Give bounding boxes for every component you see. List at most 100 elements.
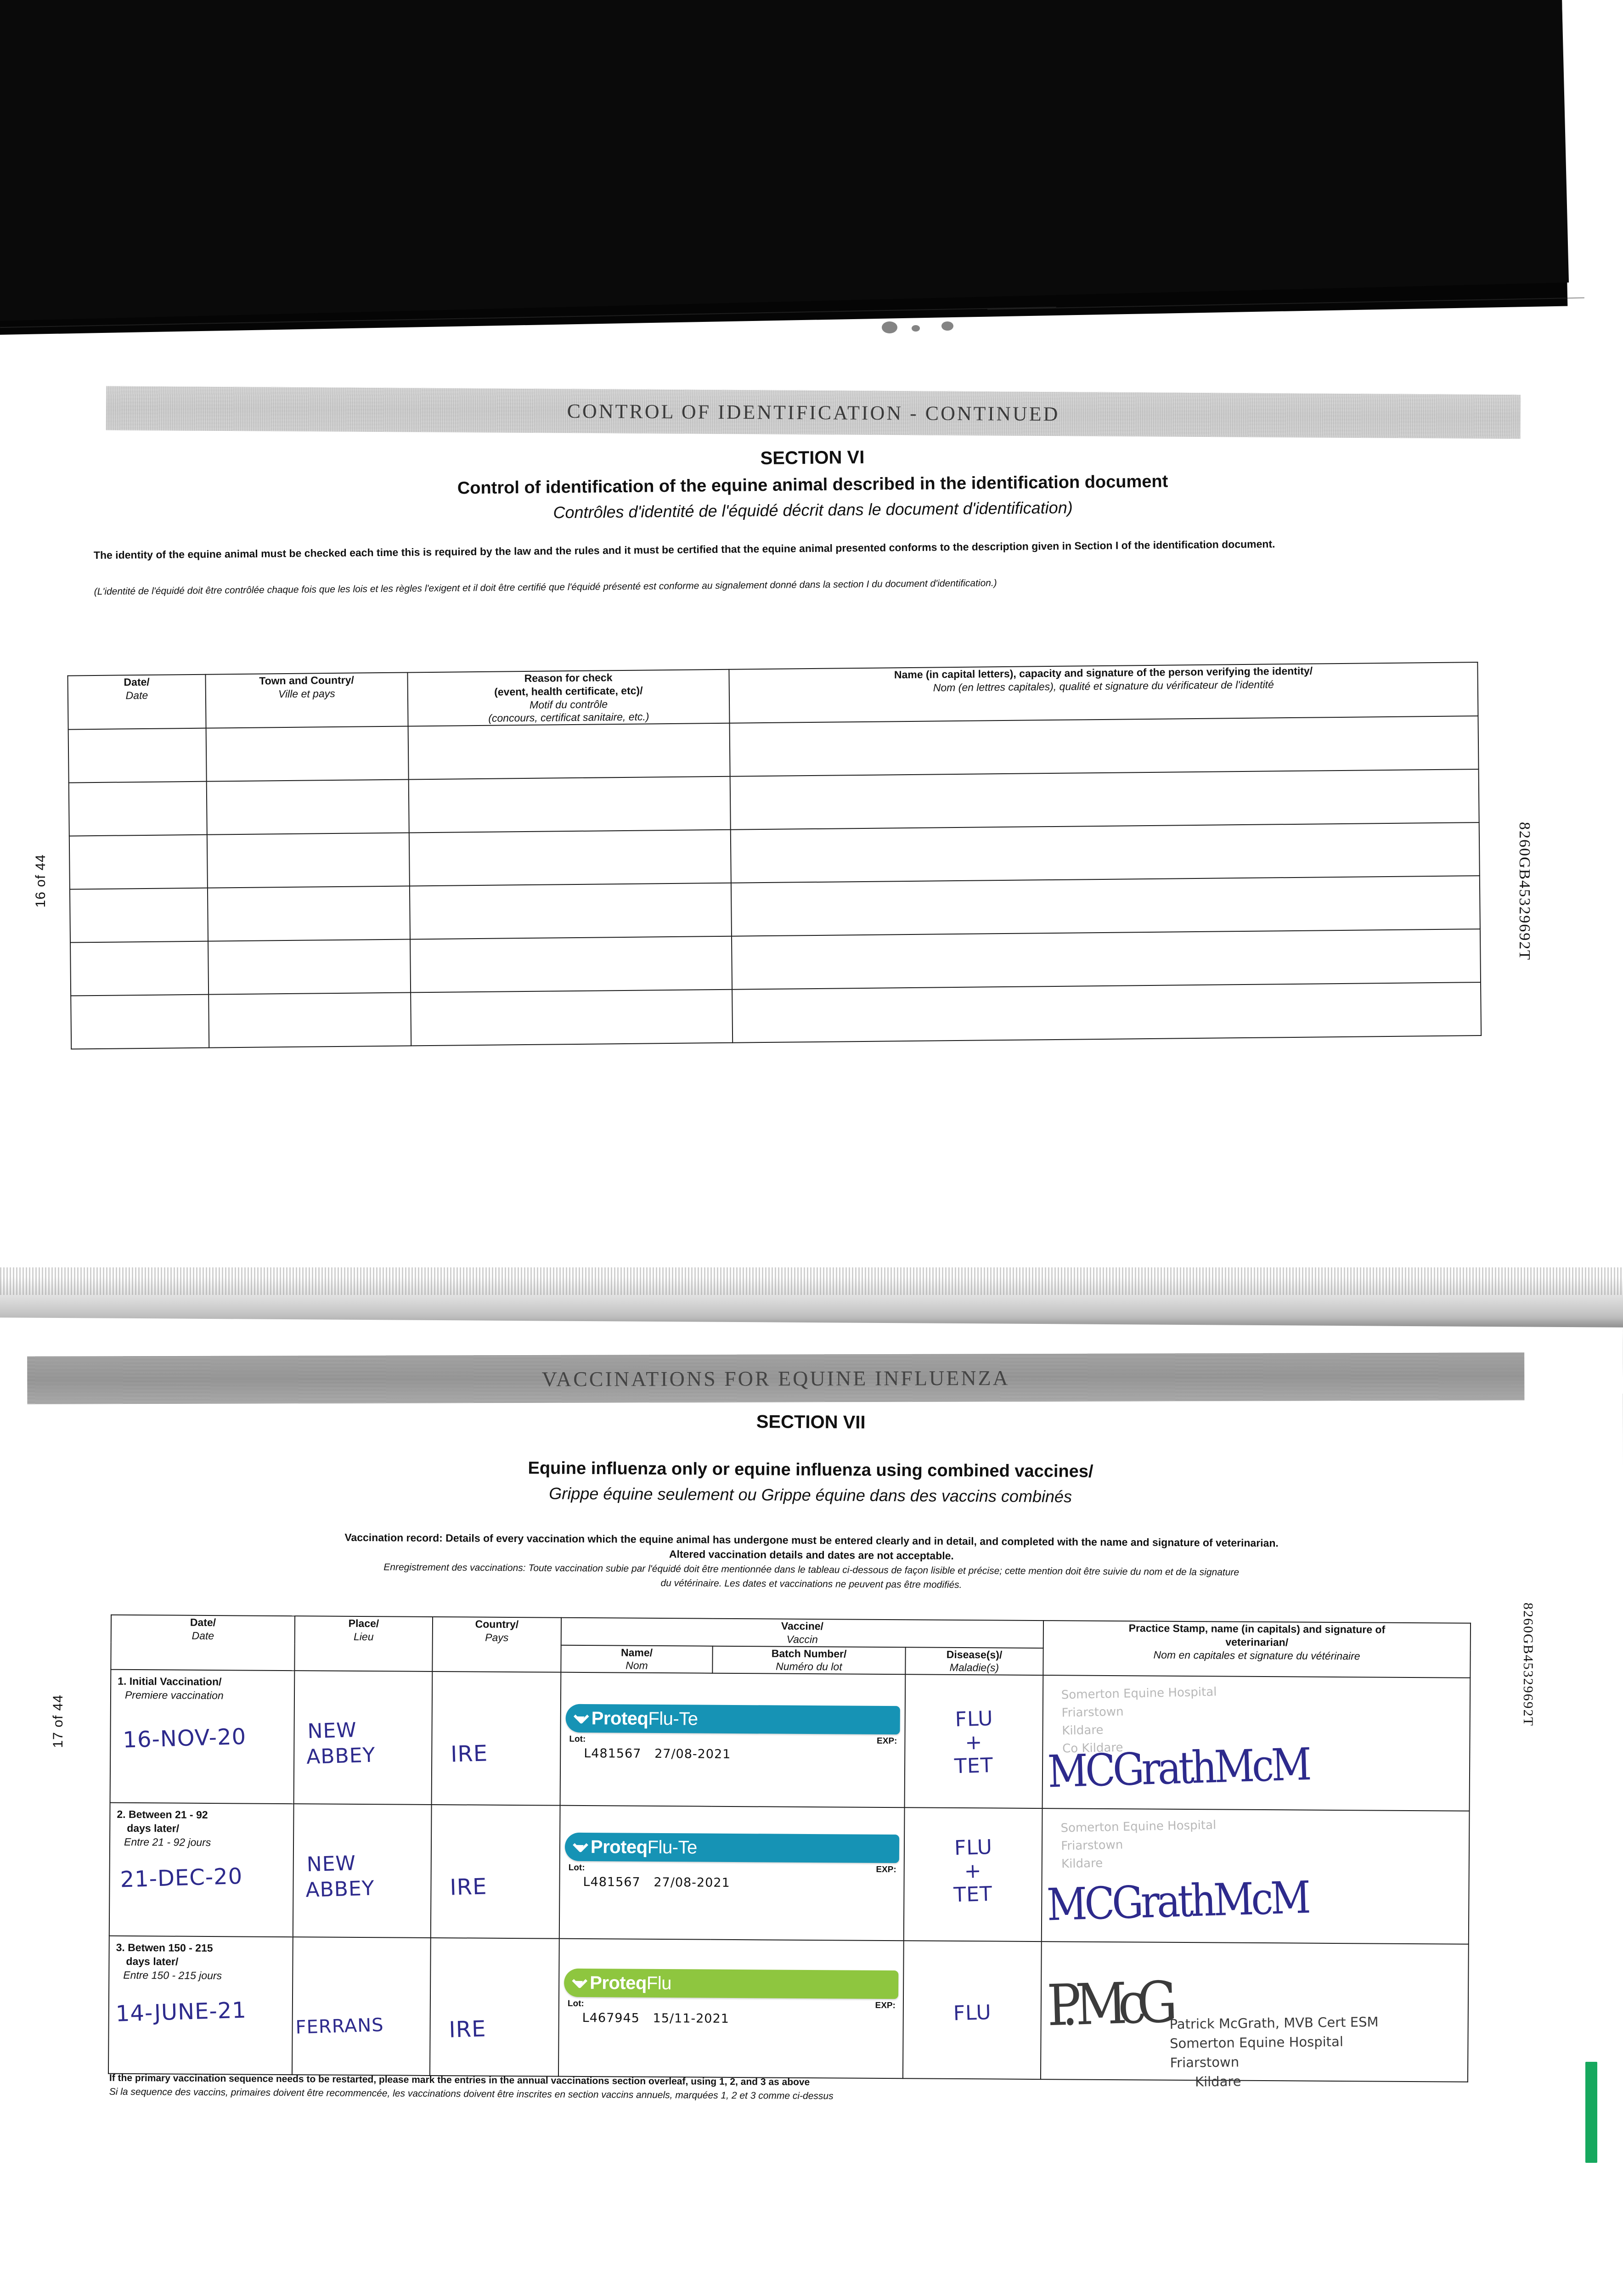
- cell-date[interactable]: 2. Between 21 - 92 days later/ Entre 21 …: [109, 1802, 294, 1937]
- cell-place[interactable]: NEW ABBEY: [293, 1671, 433, 1805]
- banner-label: VACCINATIONS FOR EQUINE INFLUENZA: [541, 1366, 1010, 1391]
- col-header-town-country: Town and Country/ Ville et pays: [205, 672, 408, 728]
- cell-town[interactable]: [207, 886, 411, 941]
- cell-vaccine-sticker[interactable]: ProteqFlu-Te Lot: EXP: L481567 27/08-202…: [559, 1805, 905, 1941]
- dust-speck: [882, 321, 897, 333]
- section-vi-page: CONTROL OF IDENTIFICATION - CONTINUED SE…: [0, 355, 1623, 1367]
- page-marker-17-of-44: 17 of 44: [51, 1694, 66, 1748]
- handwritten-date: 16-NOV-20: [122, 1723, 247, 1753]
- cell-verifier[interactable]: [731, 929, 1481, 990]
- cell-vet-stamp[interactable]: P. McG Patrick McGrath, MVB Cert ESM Som…: [1040, 1941, 1469, 2090]
- col-header-date-en: Date/: [190, 1616, 216, 1629]
- vaccine-brand-light: Flu-Te: [647, 1837, 697, 1857]
- cell-vaccine-sticker[interactable]: ProteqFlu-Te Lot: EXP: L481567 27/08-202…: [560, 1672, 906, 1808]
- cell-verifier[interactable]: [730, 822, 1480, 883]
- cell-date[interactable]: [69, 888, 209, 943]
- col-header-town-en: Town and Country/: [259, 674, 354, 687]
- cell-reason[interactable]: [409, 883, 732, 940]
- lot-number: L481567: [584, 1746, 642, 1761]
- row-label-fr: Premiere vaccination: [124, 1688, 224, 1702]
- cell-vaccine-sticker[interactable]: ProteqFlu Lot: EXP: L467945 15/11-2021: [558, 1938, 904, 2079]
- col-header-batch-fr: Numéro du lot: [776, 1660, 842, 1673]
- cell-town[interactable]: [208, 939, 411, 995]
- cell-verifier[interactable]: [731, 876, 1480, 936]
- scanner-dark-band: [0, 0, 1623, 363]
- cell-date[interactable]: [70, 941, 209, 996]
- vaccine-brand: ProteqFlu: [590, 1973, 671, 1994]
- col-header-place: Place/ Lieu: [294, 1616, 433, 1671]
- cell-reason[interactable]: [408, 723, 730, 780]
- handwritten-disease-1: FLU: [952, 2000, 992, 2026]
- droplet-icon: [573, 1710, 587, 1727]
- handwritten-disease-2: TET: [954, 1753, 994, 1778]
- cell-date[interactable]: [68, 728, 207, 783]
- col-header-reason: Reason for check (event, health certific…: [407, 669, 730, 726]
- cell-town[interactable]: [206, 726, 409, 782]
- exp-label: EXP:: [875, 2000, 896, 2011]
- vaccine-brand-bold: Proteq: [590, 1836, 648, 1857]
- cell-place[interactable]: NEW ABBEY: [293, 1804, 432, 1938]
- cell-date[interactable]: [68, 781, 207, 836]
- proteq-flu-label: ProteqFlu: [564, 1968, 899, 1999]
- cell-disease[interactable]: FLU + TET: [903, 1807, 1043, 1942]
- row-label-en: 3. Betwen 150 - 215: [116, 1941, 213, 1954]
- cell-verifier[interactable]: [732, 982, 1482, 1043]
- col-header-reason-en2: (event, health certificate, etc)/: [494, 684, 643, 698]
- cell-date[interactable]: 1. Initial Vaccination/ Premiere vaccina…: [110, 1669, 295, 1804]
- cell-country[interactable]: IRE: [429, 1937, 559, 2077]
- cell-disease[interactable]: FLU: [902, 1941, 1042, 2080]
- cell-reason[interactable]: [411, 989, 733, 1046]
- row-label-en: 1. Initial Vaccination/: [118, 1675, 222, 1688]
- cell-date[interactable]: [71, 994, 209, 1049]
- cell-reason[interactable]: [409, 829, 731, 886]
- vaccine-sticker: ProteqFlu-Te Lot: EXP: L481567 27/08-202…: [561, 1673, 905, 1766]
- cell-vet-stamp[interactable]: Somerton Equine Hospital Friarstown Kild…: [1041, 1808, 1470, 1944]
- col-header-town-fr: Ville et pays: [278, 687, 335, 700]
- col-header-verifier: Name (in capital letters), capacity and …: [729, 662, 1478, 723]
- row-label-en2: days later/: [127, 1822, 180, 1835]
- cell-reason[interactable]: [408, 776, 731, 833]
- cell-verifier[interactable]: [730, 769, 1479, 830]
- page-marker-16-of-44: 16 of 44: [33, 854, 48, 908]
- lot-values: L467945 15/11-2021: [564, 2009, 898, 2027]
- section-vi-intro-fr: (L'identité de l'équidé doit être contrô…: [94, 578, 997, 597]
- cell-reason[interactable]: [410, 936, 733, 993]
- col-header-vaccine-en: Vaccine/: [781, 1620, 824, 1632]
- document-id-code-bottom: 8260GB45329692T: [1521, 1603, 1536, 1727]
- lot-label: Lot:: [569, 1734, 586, 1745]
- dust-speck: [941, 321, 953, 331]
- cell-disease[interactable]: FLU + TET: [904, 1674, 1043, 1809]
- vaccine-brand-light: Flu-Te: [648, 1708, 698, 1729]
- lot-values: L481567 27/08-2021: [564, 1873, 899, 1891]
- cell-town[interactable]: [207, 833, 410, 888]
- row-label: 3. Betwen 150 - 215 days later/ Entre 15…: [109, 1936, 293, 1983]
- dust-speck: [912, 325, 920, 332]
- cell-date[interactable]: [69, 834, 208, 889]
- lot-number: L467945: [582, 2010, 640, 2026]
- vet-signature: MCGrathMcM: [1047, 1739, 1310, 1798]
- section-vii-title-fr: Grippe équine seulement ou Grippe équine…: [549, 1484, 1072, 1506]
- col-header-country-en: Country/: [475, 1618, 519, 1631]
- cell-country[interactable]: IRE: [430, 1804, 560, 1939]
- table-row[interactable]: 2. Between 21 - 92 days later/ Entre 21 …: [109, 1802, 1470, 1944]
- expiry-date: 27/08-2021: [654, 1746, 731, 1761]
- col-header-vet: Practice Stamp, name (in capitals) and s…: [1043, 1621, 1471, 1678]
- row-label-fr: Entre 21 - 92 jours: [124, 1835, 211, 1848]
- cell-vet-stamp[interactable]: Somerton Equine Hospital Friarstown Kild…: [1042, 1675, 1471, 1811]
- handwritten-place-line2: ABBEY: [306, 1743, 376, 1769]
- vaccine-brand-bold: Proteq: [590, 1972, 647, 1993]
- cell-place[interactable]: FERRANS: [292, 1937, 431, 2076]
- table-row[interactable]: 1. Initial Vaccination/ Premiere vaccina…: [110, 1669, 1471, 1811]
- col-header-country-fr: Pays: [485, 1631, 509, 1643]
- expiry-date: 27/08-2021: [654, 1875, 730, 1890]
- proteq-flu-te-label: ProteqFlu-Te: [564, 1832, 900, 1863]
- col-header-date-en: Date/: [124, 675, 150, 688]
- cell-verifier[interactable]: [729, 716, 1479, 777]
- cell-date[interactable]: 3. Betwen 150 - 215 days later/ Entre 15…: [108, 1936, 293, 2075]
- handwritten-place-line2: ABBEY: [305, 1876, 375, 1902]
- cell-town[interactable]: [209, 992, 411, 1048]
- cell-country[interactable]: IRE: [431, 1671, 561, 1806]
- cell-town[interactable]: [206, 779, 409, 835]
- lot-label: Lot:: [567, 1998, 584, 2009]
- table-row[interactable]: 3. Betwen 150 - 215 days later/ Entre 15…: [108, 1936, 1469, 2090]
